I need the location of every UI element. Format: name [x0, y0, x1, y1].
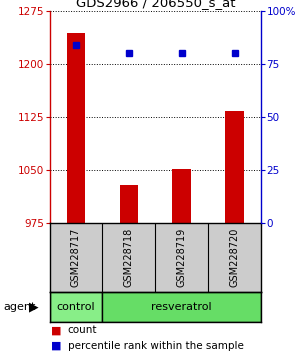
Text: count: count — [68, 325, 97, 335]
Text: ■: ■ — [51, 325, 62, 335]
Text: ■: ■ — [51, 341, 62, 351]
Text: GSM228720: GSM228720 — [230, 228, 240, 287]
Text: resveratrol: resveratrol — [152, 302, 212, 312]
Bar — [102, 292, 261, 322]
Bar — [120, 185, 138, 223]
Bar — [172, 169, 191, 223]
Bar — [225, 111, 244, 223]
Text: GSM228718: GSM228718 — [124, 228, 134, 287]
Bar — [67, 33, 85, 223]
Text: GSM228719: GSM228719 — [177, 228, 187, 287]
Bar — [50, 292, 102, 322]
Text: control: control — [57, 302, 95, 312]
Text: agent: agent — [3, 302, 35, 312]
Text: GSM228717: GSM228717 — [71, 228, 81, 287]
Text: ▶: ▶ — [28, 301, 38, 314]
Text: percentile rank within the sample: percentile rank within the sample — [68, 341, 243, 351]
Title: GDS2966 / 206550_s_at: GDS2966 / 206550_s_at — [76, 0, 235, 10]
